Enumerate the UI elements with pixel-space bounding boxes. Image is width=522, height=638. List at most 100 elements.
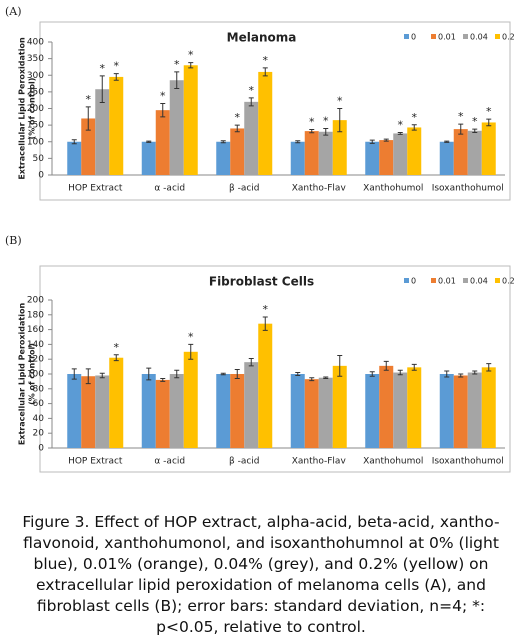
bar: [67, 141, 82, 175]
bar: [453, 375, 468, 448]
y-tick-label: 0: [38, 171, 44, 181]
legend-swatch: [404, 278, 409, 283]
x-tick-label: Xantho-Flav: [292, 457, 347, 467]
error-bar: [458, 123, 464, 135]
significance-marker: *: [472, 115, 478, 128]
significance-marker: *: [249, 84, 255, 97]
error-bar: [71, 368, 77, 380]
bar: [304, 379, 319, 448]
error-bar: [444, 370, 450, 378]
significance-marker: *: [188, 330, 194, 343]
bar: [407, 127, 422, 175]
bar: [379, 140, 394, 175]
legend-label: 0.04: [470, 33, 488, 42]
significance-marker: *: [263, 303, 269, 316]
significance-marker: *: [188, 49, 194, 62]
legend-label: 0.2: [502, 277, 515, 286]
error-bar: [188, 343, 194, 360]
bar: [81, 376, 96, 448]
x-tick-label: Isoxanthohumol: [432, 184, 504, 194]
bar: [81, 118, 96, 175]
error-bar: [174, 71, 180, 90]
bar: [258, 323, 273, 448]
x-tick-label: α -acid: [154, 457, 185, 467]
x-tick-label: Xantho-Flav: [292, 184, 347, 194]
error-bar: [160, 103, 166, 118]
bar: [230, 374, 245, 448]
y-axis-label: (% of control): [28, 343, 37, 405]
legend-label: 0: [411, 277, 416, 286]
bar: [365, 141, 380, 175]
error-bar: [411, 363, 417, 371]
error-bar: [383, 138, 389, 142]
legend-swatch: [431, 278, 436, 283]
legend-swatch: [463, 278, 468, 283]
y-tick-label: 20: [33, 429, 45, 439]
y-tick-label: 60: [33, 399, 45, 409]
x-tick-label: Xanthohumol: [363, 457, 423, 467]
y-tick-label: 100: [27, 137, 44, 147]
error-bar: [397, 131, 403, 135]
bar: [318, 131, 333, 175]
bar: [244, 362, 259, 448]
bar: [216, 374, 231, 448]
significance-marker: *: [160, 90, 166, 103]
y-tick-label: 40: [33, 414, 45, 424]
bar: [467, 372, 482, 448]
error-bar: [309, 128, 315, 134]
bar: [183, 351, 198, 448]
error-bar: [486, 118, 492, 127]
error-bar: [71, 139, 77, 145]
y-tick-label: 180: [27, 310, 44, 320]
legend-swatch: [495, 34, 500, 39]
bar: [407, 367, 422, 448]
x-tick-label: α -acid: [154, 184, 185, 194]
page: {"chart_data": [ {"type": "bar", "panel_…: [5, 5, 515, 636]
bar: [393, 372, 408, 448]
chart-title: Fibroblast Cells: [209, 275, 314, 289]
y-tick-label: 350: [27, 54, 44, 64]
bar: [169, 374, 184, 448]
bar: [155, 379, 170, 448]
y-tick-label: 300: [27, 71, 44, 81]
error-bar: [295, 140, 301, 144]
error-bar: [234, 369, 240, 379]
error-bar: [323, 127, 329, 136]
legend-label: 0.01: [438, 277, 456, 286]
significance-marker: *: [114, 341, 120, 354]
error-bar: [113, 354, 119, 362]
y-tick-label: 50: [33, 154, 45, 164]
y-axis-label: Extracellular Lipid Peroxidation: [18, 303, 27, 446]
significance-marker: *: [309, 115, 315, 128]
chart-title: Melanoma: [227, 31, 297, 45]
significance-marker: *: [323, 114, 329, 127]
error-bar: [309, 377, 315, 382]
bar: [481, 122, 496, 175]
legend-swatch: [495, 278, 500, 283]
legend-label: 0.2: [502, 33, 515, 42]
bar: [365, 374, 380, 448]
error-bar: [160, 377, 166, 382]
error-bar: [397, 369, 403, 376]
y-axis-label: (% of control): [28, 78, 37, 140]
error-bar: [383, 360, 389, 371]
panel-frame: [39, 21, 511, 201]
error-bar: [444, 140, 450, 143]
error-bar: [486, 363, 492, 372]
error-bar: [85, 368, 91, 385]
y-tick-label: 140: [27, 340, 44, 350]
x-tick-label: HOP Extract: [68, 457, 123, 467]
bar: [393, 133, 408, 175]
error-bar: [220, 140, 226, 144]
legend-label: 0.01: [438, 33, 456, 42]
legend-label: 0.04: [470, 277, 488, 286]
bar: [258, 71, 273, 175]
error-bar: [146, 140, 152, 143]
legend-swatch: [463, 34, 468, 39]
error-bar: [472, 128, 478, 133]
bar: [244, 101, 259, 175]
error-bar: [248, 97, 254, 107]
error-bar: [188, 62, 194, 69]
x-tick-label: Isoxanthohumol: [432, 457, 504, 467]
y-tick-label: 250: [27, 87, 44, 97]
